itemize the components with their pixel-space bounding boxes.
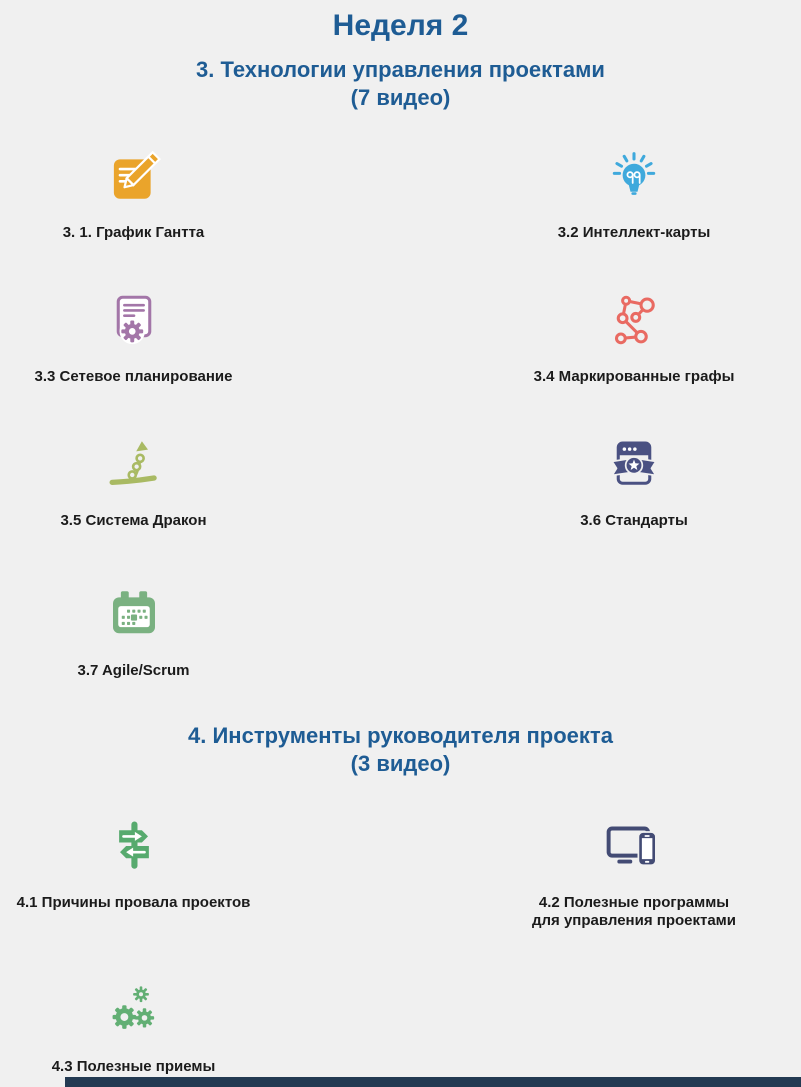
item-label: 4.2 Полезные программы для управления пр… bbox=[531, 894, 737, 929]
signpost-icon bbox=[106, 818, 162, 874]
page-title: Неделя 2 bbox=[332, 9, 469, 42]
network-graph-icon bbox=[606, 292, 662, 348]
growth-arrow-icon bbox=[106, 436, 162, 492]
item-label: 3.7 Agile/Scrum bbox=[77, 662, 190, 679]
item-label: 3.3 Сетевое планирование bbox=[34, 368, 233, 385]
browser-star-icon bbox=[606, 436, 662, 492]
lightbulb-icon bbox=[606, 148, 662, 204]
footer-bar bbox=[65, 1077, 801, 1087]
items-row: 3.7 Agile/Scrum bbox=[0, 586, 801, 680]
course-item-3-5[interactable]: 3.5 Система Дракон bbox=[0, 436, 267, 530]
gears-icon bbox=[106, 982, 162, 1038]
section-3-title: 3. Технологии управления проектами bbox=[196, 57, 605, 82]
certificate-gear-icon bbox=[106, 292, 162, 348]
course-item-4-2[interactable]: 4.2 Полезные программы для управления пр… bbox=[467, 818, 801, 930]
course-item-3-3[interactable]: 3.3 Сетевое планирование bbox=[0, 292, 267, 386]
item-label: 3. 1. График Гантта bbox=[62, 224, 205, 241]
item-label: 3.4 Маркированные графы bbox=[533, 368, 735, 385]
course-item-3-6[interactable]: 3.6 Стандарты bbox=[467, 436, 801, 530]
item-label: 3.5 Система Дракон bbox=[60, 512, 207, 529]
course-item-3-1[interactable]: 3. 1. График Гантта bbox=[0, 148, 267, 242]
section-4-video-count: (3 видео) bbox=[350, 751, 451, 776]
section-4-title: 4. Инструменты руководителя проекта bbox=[188, 723, 613, 748]
calendar-icon bbox=[106, 586, 162, 642]
course-item-3-2[interactable]: 3.2 Интеллект-карты bbox=[467, 148, 801, 242]
course-item-3-4[interactable]: 3.4 Маркированные графы bbox=[467, 292, 801, 386]
items-row: 3. 1. График Гантта bbox=[0, 148, 801, 242]
course-item-4-1[interactable]: 4.1 Причины провала проектов bbox=[0, 818, 267, 912]
items-row: 4.1 Причины провала проектов 4.2 Полезны… bbox=[0, 818, 801, 930]
item-label: 3.2 Интеллект-карты bbox=[557, 224, 711, 241]
course-item-4-3[interactable]: 4.3 Полезные приемы bbox=[0, 982, 267, 1076]
edit-document-icon bbox=[106, 148, 162, 204]
devices-icon bbox=[602, 818, 666, 874]
items-row: 4.3 Полезные приемы bbox=[0, 982, 801, 1076]
items-row: 3.5 Система Дракон bbox=[0, 436, 801, 530]
item-label: 3.6 Стандарты bbox=[580, 512, 688, 529]
item-label: 4.1 Причины провала проектов bbox=[16, 894, 251, 911]
section-3-video-count: (7 видео) bbox=[350, 85, 451, 110]
course-item-3-7[interactable]: 3.7 Agile/Scrum bbox=[0, 586, 267, 680]
item-label: 4.3 Полезные приемы bbox=[51, 1058, 216, 1075]
items-row: 3.3 Сетевое планирование bbox=[0, 292, 801, 386]
